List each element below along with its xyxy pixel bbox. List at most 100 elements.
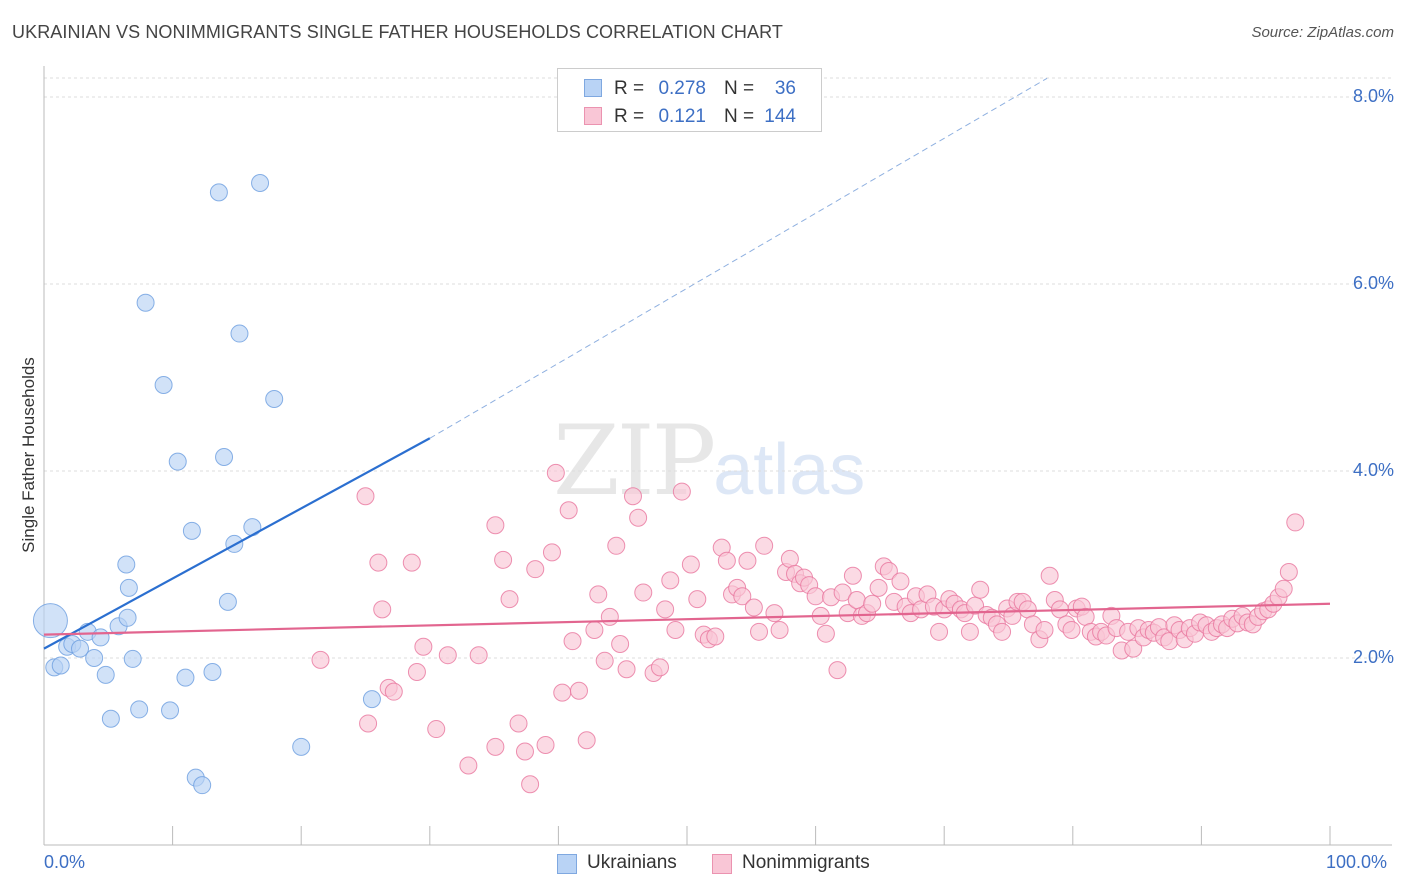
- trend-line-extension: [429, 77, 1048, 439]
- data-point-nonimmigrants: [486, 516, 505, 535]
- watermark-atlas: atlas: [713, 430, 866, 510]
- data-point-nonimmigrants: [438, 646, 457, 665]
- legend-swatch-nonimmigrants: [712, 854, 732, 874]
- data-point-ukrainians: [168, 452, 187, 471]
- data-point-nonimmigrants: [765, 604, 784, 623]
- data-points: [32, 174, 1305, 795]
- data-point-ukrainians: [51, 656, 70, 675]
- data-point-nonimmigrants: [407, 663, 426, 682]
- axes: [43, 66, 1392, 846]
- data-point-nonimmigrants: [971, 580, 990, 599]
- data-point-nonimmigrants: [563, 632, 582, 651]
- trend-line-ukrainians: [43, 437, 431, 650]
- data-point-nonimmigrants: [500, 590, 519, 609]
- y-axis-label: Single Father Households: [19, 357, 38, 553]
- data-point-nonimmigrants: [833, 583, 852, 602]
- data-point-nonimmigrants: [717, 551, 736, 570]
- data-point-nonimmigrants: [515, 742, 534, 761]
- data-point-ukrainians: [123, 649, 142, 668]
- data-point-nonimmigrants: [311, 650, 330, 669]
- data-point-ukrainians: [119, 578, 138, 597]
- data-point-nonimmigrants: [738, 551, 757, 570]
- data-point-ukrainians: [130, 700, 149, 719]
- data-point-nonimmigrants: [414, 637, 433, 656]
- data-point-nonimmigrants: [1062, 620, 1081, 639]
- data-point-nonimmigrants: [733, 587, 752, 606]
- legend-n-value: 144: [764, 106, 796, 127]
- y-tick-label: 8.0%: [1352, 86, 1394, 106]
- data-point-nonimmigrants: [356, 487, 375, 506]
- data-point-ukrainians: [218, 592, 237, 611]
- data-point-nonimmigrants: [806, 587, 825, 606]
- data-point-nonimmigrants: [750, 622, 769, 641]
- data-point-nonimmigrants: [589, 585, 608, 604]
- data-point-nonimmigrants: [661, 571, 680, 590]
- data-point-nonimmigrants: [688, 590, 707, 609]
- data-point-nonimmigrants: [666, 620, 685, 639]
- x-tick-max: 100.0%: [1326, 852, 1388, 872]
- trend-lines: [43, 437, 1331, 650]
- legend-r-label: R =: [614, 106, 645, 127]
- data-point-ukrainians: [176, 668, 195, 687]
- legend-row-ukrainians: R = 0.278 N = 36: [558, 75, 821, 103]
- legend-r-label: R =: [614, 78, 645, 99]
- data-point-ukrainians: [193, 776, 212, 795]
- data-point-ukrainians: [101, 709, 120, 728]
- data-point-nonimmigrants: [1076, 607, 1095, 626]
- series-legend: Ukrainians Nonimmigrants: [557, 852, 897, 878]
- data-point-nonimmigrants: [521, 775, 540, 794]
- data-point-nonimmigrants: [681, 555, 700, 574]
- data-point-nonimmigrants: [863, 594, 882, 613]
- data-point-nonimmigrants: [469, 646, 488, 665]
- legend-swatch-ukrainians: [557, 854, 577, 874]
- data-point-nonimmigrants: [402, 553, 421, 572]
- data-point-ukrainians: [362, 690, 381, 709]
- data-point-nonimmigrants: [577, 731, 596, 750]
- data-point-nonimmigrants: [770, 620, 789, 639]
- data-point-nonimmigrants: [617, 660, 636, 679]
- data-point-nonimmigrants: [656, 600, 675, 619]
- data-point-ukrainians: [292, 737, 311, 756]
- correlation-legend: R = 0.278 N = 36 R = 0.121 N = 144: [557, 68, 822, 132]
- data-point-nonimmigrants: [629, 508, 648, 527]
- data-point-ukrainians: [91, 628, 110, 647]
- data-point-ukrainians: [265, 390, 284, 409]
- data-point-nonimmigrants: [879, 562, 898, 581]
- data-point-ukrainians: [85, 649, 104, 667]
- data-point-ukrainians: [161, 701, 180, 720]
- data-point-nonimmigrants: [780, 549, 799, 568]
- data-point-nonimmigrants: [672, 482, 691, 501]
- data-point-nonimmigrants: [486, 737, 505, 756]
- data-point-nonimmigrants: [536, 735, 555, 754]
- data-point-ukrainians: [182, 521, 201, 540]
- data-point-nonimmigrants: [569, 681, 588, 700]
- data-point-nonimmigrants: [930, 622, 949, 641]
- data-point-nonimmigrants: [542, 543, 561, 562]
- legend-r-value: 0.121: [658, 106, 706, 127]
- data-point-ukrainians: [96, 665, 115, 684]
- data-point-nonimmigrants: [546, 463, 565, 482]
- trend-line-nonimmigrants: [43, 602, 1331, 636]
- data-point-nonimmigrants: [1124, 639, 1143, 658]
- data-point-ukrainians: [203, 663, 222, 682]
- legend-swatch-nonimmigrants: [584, 107, 602, 125]
- data-point-nonimmigrants: [993, 622, 1012, 641]
- data-point-nonimmigrants: [623, 487, 642, 506]
- data-point-nonimmigrants: [553, 683, 572, 702]
- data-point-nonimmigrants: [459, 756, 478, 775]
- y-tick-label: 2.0%: [1352, 647, 1394, 667]
- y-tick-label: 4.0%: [1352, 460, 1394, 480]
- y-tick-label: 6.0%: [1352, 273, 1394, 293]
- data-point-nonimmigrants: [634, 583, 653, 602]
- data-point-ukrainians: [32, 603, 68, 639]
- data-point-nonimmigrants: [960, 622, 979, 641]
- legend-swatch-ukrainians: [584, 79, 602, 97]
- legend-row-nonimmigrants: R = 0.121 N = 144: [558, 103, 821, 131]
- grid: [44, 77, 1392, 659]
- data-point-nonimmigrants: [595, 651, 614, 670]
- data-point-ukrainians: [136, 293, 155, 312]
- legend-n-label: N =: [724, 78, 755, 99]
- data-point-nonimmigrants: [607, 536, 626, 555]
- data-point-nonimmigrants: [509, 714, 528, 733]
- data-point-nonimmigrants: [559, 501, 578, 520]
